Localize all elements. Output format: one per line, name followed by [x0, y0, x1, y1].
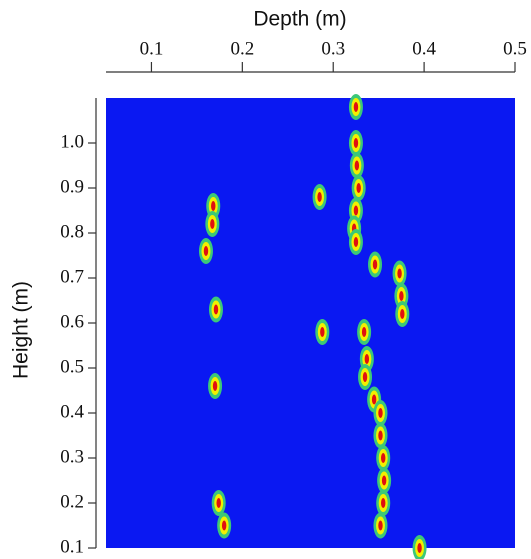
reflection-blob: [354, 160, 360, 171]
reflection-blob: [213, 304, 219, 315]
reflection-blob: [372, 259, 378, 270]
reflection-blob: [216, 498, 221, 508]
reflection-blob: [212, 381, 218, 391]
y-tick-label: 0.6: [60, 311, 84, 332]
reflection-blob: [378, 430, 383, 441]
y-axis-title: Height (m): [10, 281, 33, 379]
reflection-blob: [353, 205, 359, 216]
reflection-blob: [364, 354, 370, 364]
reflections: [198, 94, 427, 559]
reflection-blob: [378, 408, 383, 418]
x-tick-label: 0.2: [230, 38, 254, 59]
reflection-blob: [397, 268, 402, 279]
reflection-blob: [417, 543, 422, 553]
reflection-blob: [353, 102, 359, 112]
x-axis-title: Depth (m): [253, 8, 346, 31]
reflection-blob: [210, 219, 215, 229]
reflection-blob: [399, 291, 404, 301]
y-tick-label: 0.7: [60, 266, 84, 287]
reflection-blob: [381, 475, 387, 486]
plot-background: [106, 98, 515, 548]
y-tick-label: 1.0: [60, 131, 84, 152]
reflection-blob: [361, 327, 367, 337]
x-tick-label: 0.1: [140, 38, 164, 59]
reflection-blob: [381, 453, 386, 463]
x-tick-label: 0.5: [503, 38, 527, 59]
reflection-blob: [203, 246, 209, 256]
reflection-blob: [381, 498, 386, 508]
y-tick-label: 0.9: [60, 176, 84, 197]
y-tick-label: 0.1: [60, 536, 84, 557]
reflection-blob: [371, 394, 377, 405]
y-tick-label: 0.2: [60, 491, 84, 512]
reflection-blob: [221, 520, 227, 531]
x-tick-label: 0.3: [321, 38, 345, 59]
reflection-blob: [400, 309, 405, 319]
reflection-blob: [378, 520, 383, 531]
reflection-blob: [353, 237, 359, 247]
reflection-blob: [353, 138, 359, 148]
reflection-blob: [320, 327, 325, 337]
reflection-blob: [317, 192, 322, 202]
reflection-blob: [356, 183, 361, 193]
y-tick-label: 0.3: [60, 446, 84, 467]
y-tick-label: 0.5: [60, 356, 84, 377]
y-tick-label: 0.8: [60, 221, 84, 242]
y-tick-label: 0.4: [60, 401, 84, 422]
x-tick-label: 0.4: [412, 38, 436, 59]
reflection-blob: [211, 201, 216, 211]
reflection-blob: [362, 372, 368, 382]
